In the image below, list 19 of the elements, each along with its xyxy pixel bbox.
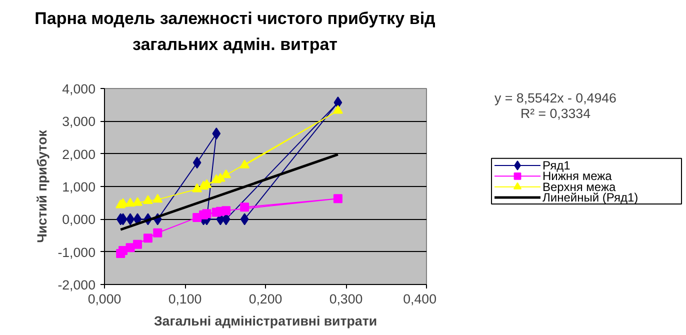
y-tick-label: 3,000 xyxy=(62,114,96,130)
x-axis-title: Загальні адміністративні витрати xyxy=(154,314,378,328)
x-tick-label: 0,200 xyxy=(248,292,282,306)
y-tick-label: 1,000 xyxy=(62,180,96,194)
chart-title: Парна модель залежності чистого прибутку від загальних адмін. витрат xyxy=(34,8,436,56)
legend-label: Верхня межа xyxy=(542,180,616,194)
x-tick-label: 0,000 xyxy=(88,292,122,306)
y-axis-title: Чистий прибуток xyxy=(34,130,50,243)
x-tick-label: 0,100 xyxy=(168,292,202,306)
y-tick-label: 4,000 xyxy=(62,82,96,96)
y-tick-label: -2,000 xyxy=(58,278,96,292)
x-tick-label: 0,300 xyxy=(329,292,363,306)
text: y = 8,5542x - 0,4946 xyxy=(494,90,616,106)
x-tick-label: 0,400 xyxy=(403,292,437,306)
legend-label: Ряд1 xyxy=(542,158,571,172)
y-tick-label: 2,000 xyxy=(62,146,96,162)
y-tick-label: -1,000 xyxy=(58,244,96,260)
y-tick-label: 0,000 xyxy=(62,212,96,228)
text: R² = 0,3334 xyxy=(520,106,592,121)
